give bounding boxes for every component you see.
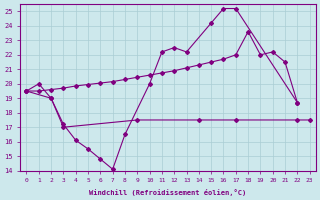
X-axis label: Windchill (Refroidissement éolien,°C): Windchill (Refroidissement éolien,°C): [90, 189, 247, 196]
